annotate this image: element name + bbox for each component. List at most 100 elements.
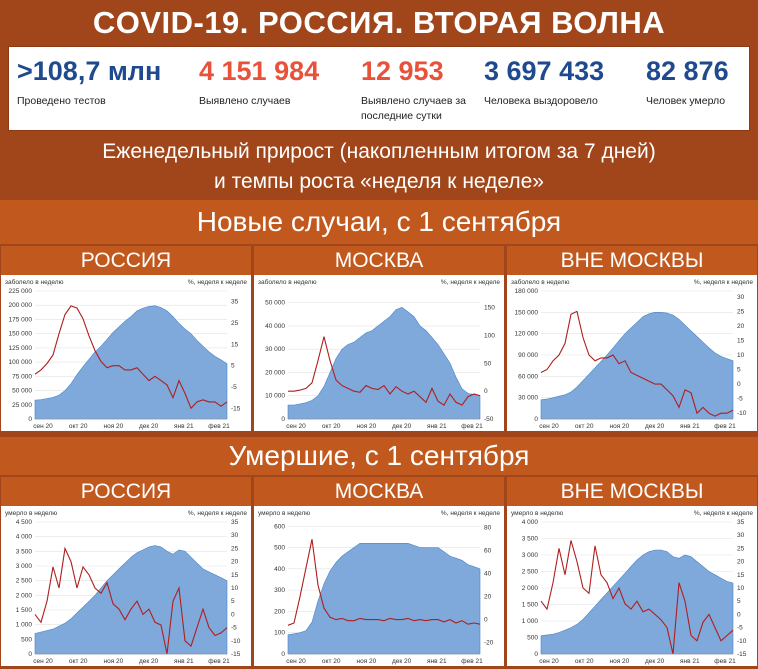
- chart-deaths-outside-moscow: умерло в неделю %, неделя к неделе 0 500 1 0…: [507, 506, 757, 666]
- y2-tick-label: -10: [231, 638, 241, 645]
- y-tick-label: 60 000: [518, 373, 538, 380]
- y-tick-label: 20 000: [265, 369, 285, 376]
- x-tick-label: окт 20: [69, 423, 88, 430]
- x-tick-label: сен 20: [33, 658, 53, 665]
- panel-cases-moscow: МОСКВА заболело в неделю %, неделя к неде…: [254, 246, 504, 431]
- x-tick-label: сен 20: [286, 658, 306, 665]
- y2-tick-label: 20: [484, 594, 492, 601]
- y-tick-label: 150 000: [515, 309, 539, 316]
- y-tick-label: 0: [281, 651, 285, 658]
- panel-title: ВНЕ МОСКВЫ: [507, 477, 757, 506]
- y-tick-label: 150 000: [9, 331, 33, 338]
- y2-tick-label: -5: [737, 396, 743, 403]
- panel-title: РОССИЯ: [1, 246, 251, 275]
- series-line: [34, 305, 228, 410]
- y2-tick-label: -5: [231, 625, 237, 632]
- chart-cases-moscow: заболело в неделю %, неделя к неделе 0 10 0…: [254, 275, 504, 431]
- stat-recovered-label: Человека выздоровело: [484, 95, 598, 107]
- y2-tick-label: 5: [737, 367, 741, 374]
- x-tick-label: сен 20: [286, 423, 306, 430]
- y-tick-label: 50 000: [12, 388, 32, 395]
- x-tick-label: сен 20: [539, 658, 559, 665]
- y-tick-label: 30 000: [518, 395, 538, 402]
- y2-axis-label: %, неделя к неделе: [441, 510, 500, 517]
- y2-tick-label: 15: [737, 572, 745, 579]
- y-tick-label: 3 000: [16, 563, 33, 570]
- y-tick-label: 0: [28, 416, 32, 423]
- chart-cases-russia: заболело в неделю %, неделя к неделе 0 25 0…: [1, 275, 251, 431]
- y2-tick-label: -15: [231, 405, 241, 412]
- x-tick-label: окт 20: [322, 423, 341, 430]
- y2-tick-label: -15: [231, 651, 241, 658]
- y-tick-label: 175 000: [9, 316, 33, 323]
- stat-tests-label: Проведено тестов: [17, 95, 106, 107]
- y-tick-label: 500: [527, 635, 538, 642]
- stat-tests-value: >108,7 млн: [17, 56, 162, 86]
- subtitle-line-2: и темпы роста «неделя к неделе»: [214, 170, 544, 193]
- panel-deaths-russia: РОССИЯ умерло в неделю %, неделя к неделе…: [1, 477, 251, 666]
- y2-tick-label: 10: [737, 352, 745, 359]
- stat-tests: >108,7 млн Проведено тестов: [17, 53, 187, 109]
- x-tick-label: фев 21: [461, 658, 483, 665]
- series-area: [287, 543, 481, 655]
- x-tick-label: дек 20: [139, 423, 159, 430]
- y-tick-label: 1 000: [522, 618, 539, 625]
- x-tick-label: дек 20: [139, 658, 159, 665]
- y2-tick-label: 20: [737, 323, 745, 330]
- y-tick-label: 2 000: [16, 592, 33, 599]
- stat-deaths: 82 876 Человек умерло: [646, 53, 750, 109]
- series-line: [287, 539, 481, 626]
- y2-tick-label: 30: [231, 532, 239, 539]
- y2-tick-label: 15: [231, 341, 239, 348]
- y2-axis-label: %, неделя к неделе: [188, 279, 247, 286]
- y-tick-label: 200 000: [9, 302, 33, 309]
- y-tick-label: 30 000: [265, 346, 285, 353]
- y2-tick-label: 25: [231, 545, 239, 552]
- panel-cases-outside-moscow: ВНЕ МОСКВЫ заболело в неделю %, неделя к …: [507, 246, 757, 431]
- y2-tick-label: 0: [484, 617, 488, 624]
- y2-tick-label: 60: [484, 548, 492, 555]
- panel-cases-russia: РОССИЯ заболело в неделю %, неделя к неде…: [1, 246, 251, 431]
- y-tick-label: 3 500: [522, 536, 539, 543]
- y2-tick-label: 35: [231, 299, 239, 306]
- y2-tick-label: 15: [737, 337, 745, 344]
- y-tick-label: 200: [274, 608, 285, 615]
- y-tick-label: 125 000: [9, 345, 33, 352]
- stats-bar: >108,7 млн Проведено тестов 4 151 984 Вы…: [8, 46, 750, 131]
- y-tick-label: 2 500: [16, 578, 33, 585]
- y-tick-label: 100: [274, 630, 285, 637]
- y2-axis-label: %, неделя к неделе: [694, 279, 753, 286]
- series-line: [34, 546, 228, 655]
- page-title: COVID-19. РОССИЯ. ВТОРАЯ ВОЛНА: [92, 5, 666, 40]
- y2-tick-label: 20: [737, 559, 745, 566]
- x-tick-label: янв 21: [427, 423, 447, 430]
- y2-tick-label: 35: [737, 519, 745, 526]
- y-tick-label: 90 000: [518, 352, 538, 359]
- y2-tick-label: 50: [484, 360, 492, 367]
- y2-tick-label: -50: [484, 416, 494, 423]
- x-tick-label: янв 21: [680, 658, 700, 665]
- y-tick-label: 4 000: [16, 534, 33, 541]
- series-line: [540, 310, 734, 417]
- stat-cases-value: 4 151 984: [199, 56, 320, 86]
- stat-daily-value: 12 953: [361, 56, 444, 86]
- y2-tick-label: 150: [484, 305, 495, 312]
- y2-tick-label: -15: [737, 651, 747, 658]
- x-tick-label: окт 20: [69, 658, 88, 665]
- x-tick-label: ноя 20: [610, 423, 630, 430]
- stat-deaths-label: Человек умерло: [646, 95, 726, 107]
- y2-tick-label: -10: [737, 638, 747, 645]
- y-tick-label: 500: [21, 636, 32, 643]
- y-tick-label: 25 000: [12, 402, 32, 409]
- series-line: [288, 336, 481, 406]
- y2-tick-label: 5: [737, 598, 741, 605]
- series-area: [34, 305, 228, 420]
- chart-cases-outside-moscow: заболело в неделю %, неделя к неделе 0 30 0…: [507, 275, 757, 431]
- y2-tick-label: 5: [231, 598, 235, 605]
- subtitle-line-1: Еженедельный прирост (накопленным итогом…: [102, 140, 656, 163]
- y-axis-label: заболело в неделю: [511, 278, 570, 286]
- section-deaths-header: Умершие, с 1 сентября: [0, 437, 758, 475]
- y2-axis-label: %, неделя к неделе: [188, 510, 247, 517]
- y-tick-label: 4 500: [16, 519, 33, 526]
- y-tick-label: 0: [28, 651, 32, 658]
